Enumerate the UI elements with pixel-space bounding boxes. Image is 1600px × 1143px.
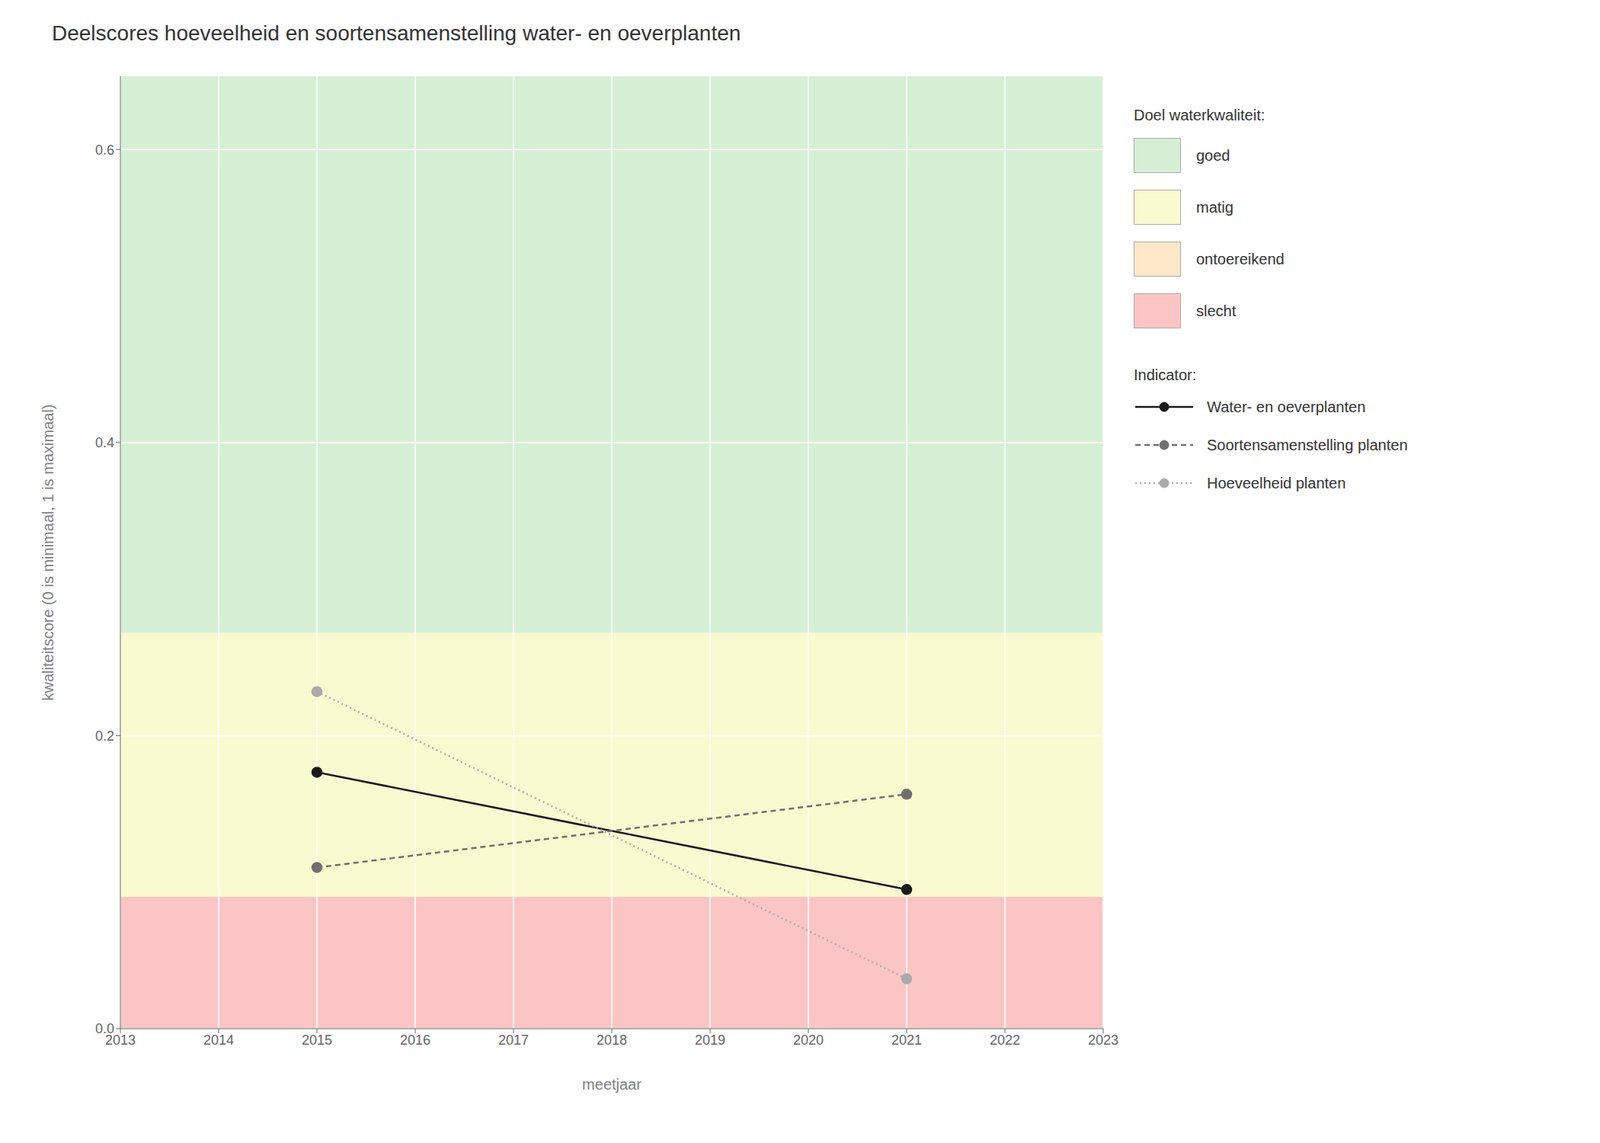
- svg-text:2022: 2022: [989, 1032, 1021, 1048]
- html-text:goed: goed: [1196, 146, 1231, 164]
- svg-text:2020: 2020: [793, 1032, 824, 1048]
- html-text:Doel waterkwaliteit:: Doel waterkwaliteit:: [1133, 106, 1265, 124]
- svg-text:0.4: 0.4: [95, 435, 115, 451]
- svg-text:2023: 2023: [1088, 1032, 1119, 1048]
- html-text:Deelscores hoeveelheid en soor: Deelscores hoeveelheid en soortensamenst…: [51, 21, 741, 45]
- svg-text:2015: 2015: [301, 1032, 333, 1048]
- svg-text:2017: 2017: [498, 1032, 529, 1048]
- html-text:Hoeveelheid planten: Hoeveelheid planten: [1206, 474, 1346, 492]
- html-text:Indicator:: Indicator:: [1133, 366, 1197, 384]
- svg-text:2018: 2018: [596, 1032, 628, 1048]
- html-text:matig: matig: [1196, 198, 1234, 216]
- svg-text:2013: 2013: [105, 1032, 136, 1048]
- html-text:Water- en oeverplanten: Water- en oeverplanten: [1206, 398, 1366, 415]
- svg-text:kwaliteitscore (0 is minimaal,: kwaliteitscore (0 is minimaal, 1 is maxi…: [39, 404, 57, 701]
- svg-text:2016: 2016: [400, 1032, 431, 1048]
- svg-text:2019: 2019: [694, 1032, 726, 1048]
- svg-text:0.2: 0.2: [95, 728, 115, 744]
- svg-text:0.0: 0.0: [95, 1020, 115, 1037]
- svg-text:meetjaar: meetjaar: [582, 1075, 642, 1093]
- html-text:slecht: slecht: [1196, 302, 1237, 319]
- svg-text:2021: 2021: [891, 1032, 922, 1048]
- html-text:ontoereikend: ontoereikend: [1196, 250, 1285, 268]
- html-text:Soortensamenstelling planten: Soortensamenstelling planten: [1206, 436, 1408, 453]
- svg-text:2014: 2014: [203, 1032, 234, 1048]
- svg-text:0.6: 0.6: [95, 142, 115, 158]
